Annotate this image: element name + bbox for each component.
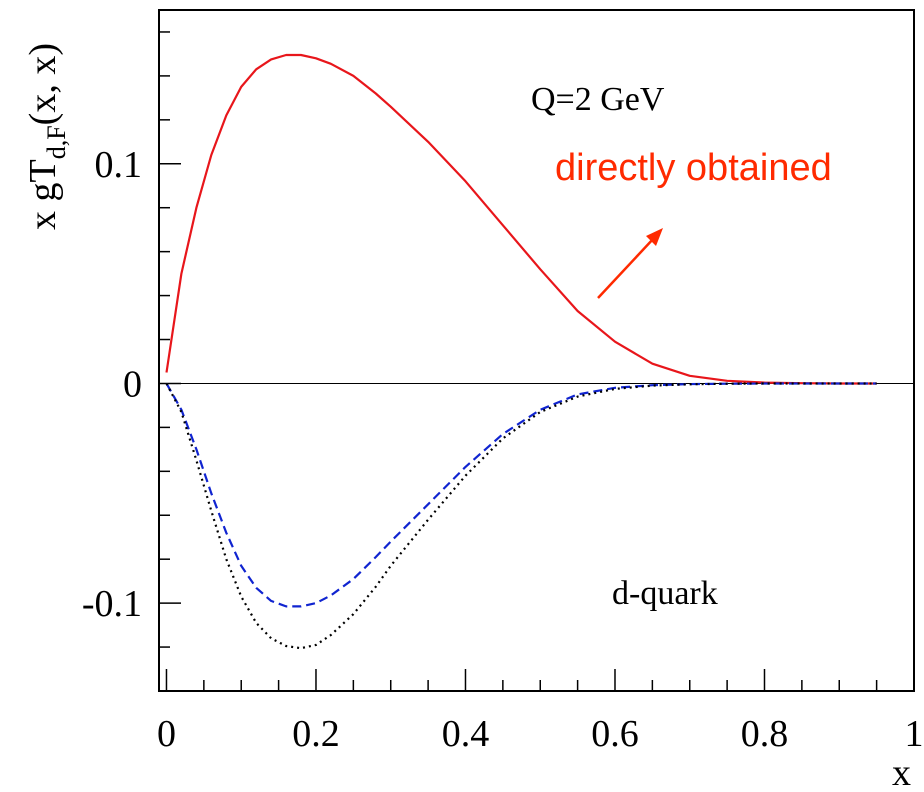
x-tick-label: 0.2 [292,713,340,755]
y-tick-label: 0 [123,363,142,405]
y-tick-label: -0.1 [82,583,142,625]
highlight-annotation: directly obtained [555,147,832,189]
flavor-annotation: d-quark [612,575,718,612]
scale-annotation: Q=2 GeV [531,81,665,118]
x-tick-label: 0.6 [591,713,639,755]
x-tick-label: 1 [905,713,924,755]
x-axis-title: x [892,752,911,792]
plot-frame [158,9,915,692]
y-axis-title: x gTd,F(x, x) [22,43,71,230]
axis-ticks [159,31,915,692]
y-tick-label: 0.1 [95,144,143,186]
series-line-dotted [165,382,877,650]
axis-tick-labels: 0 0.2 0.4 0.6 0.8 1 -0.1 0 0.1 [82,144,924,755]
highlight-arrow [597,228,663,299]
y-axis-title-main: x gT [22,159,64,230]
series-layer [165,53,877,650]
series-line-solid [165,53,877,385]
x-tick-label: 0 [157,713,176,755]
x-tick-label: 0.4 [442,713,490,755]
y-axis-title-suffix: (x, x) [22,43,64,125]
series-line-dashed [165,382,877,608]
x-tick-label: 0.8 [741,713,789,755]
y-axis-title-sub: d,F [42,125,71,159]
